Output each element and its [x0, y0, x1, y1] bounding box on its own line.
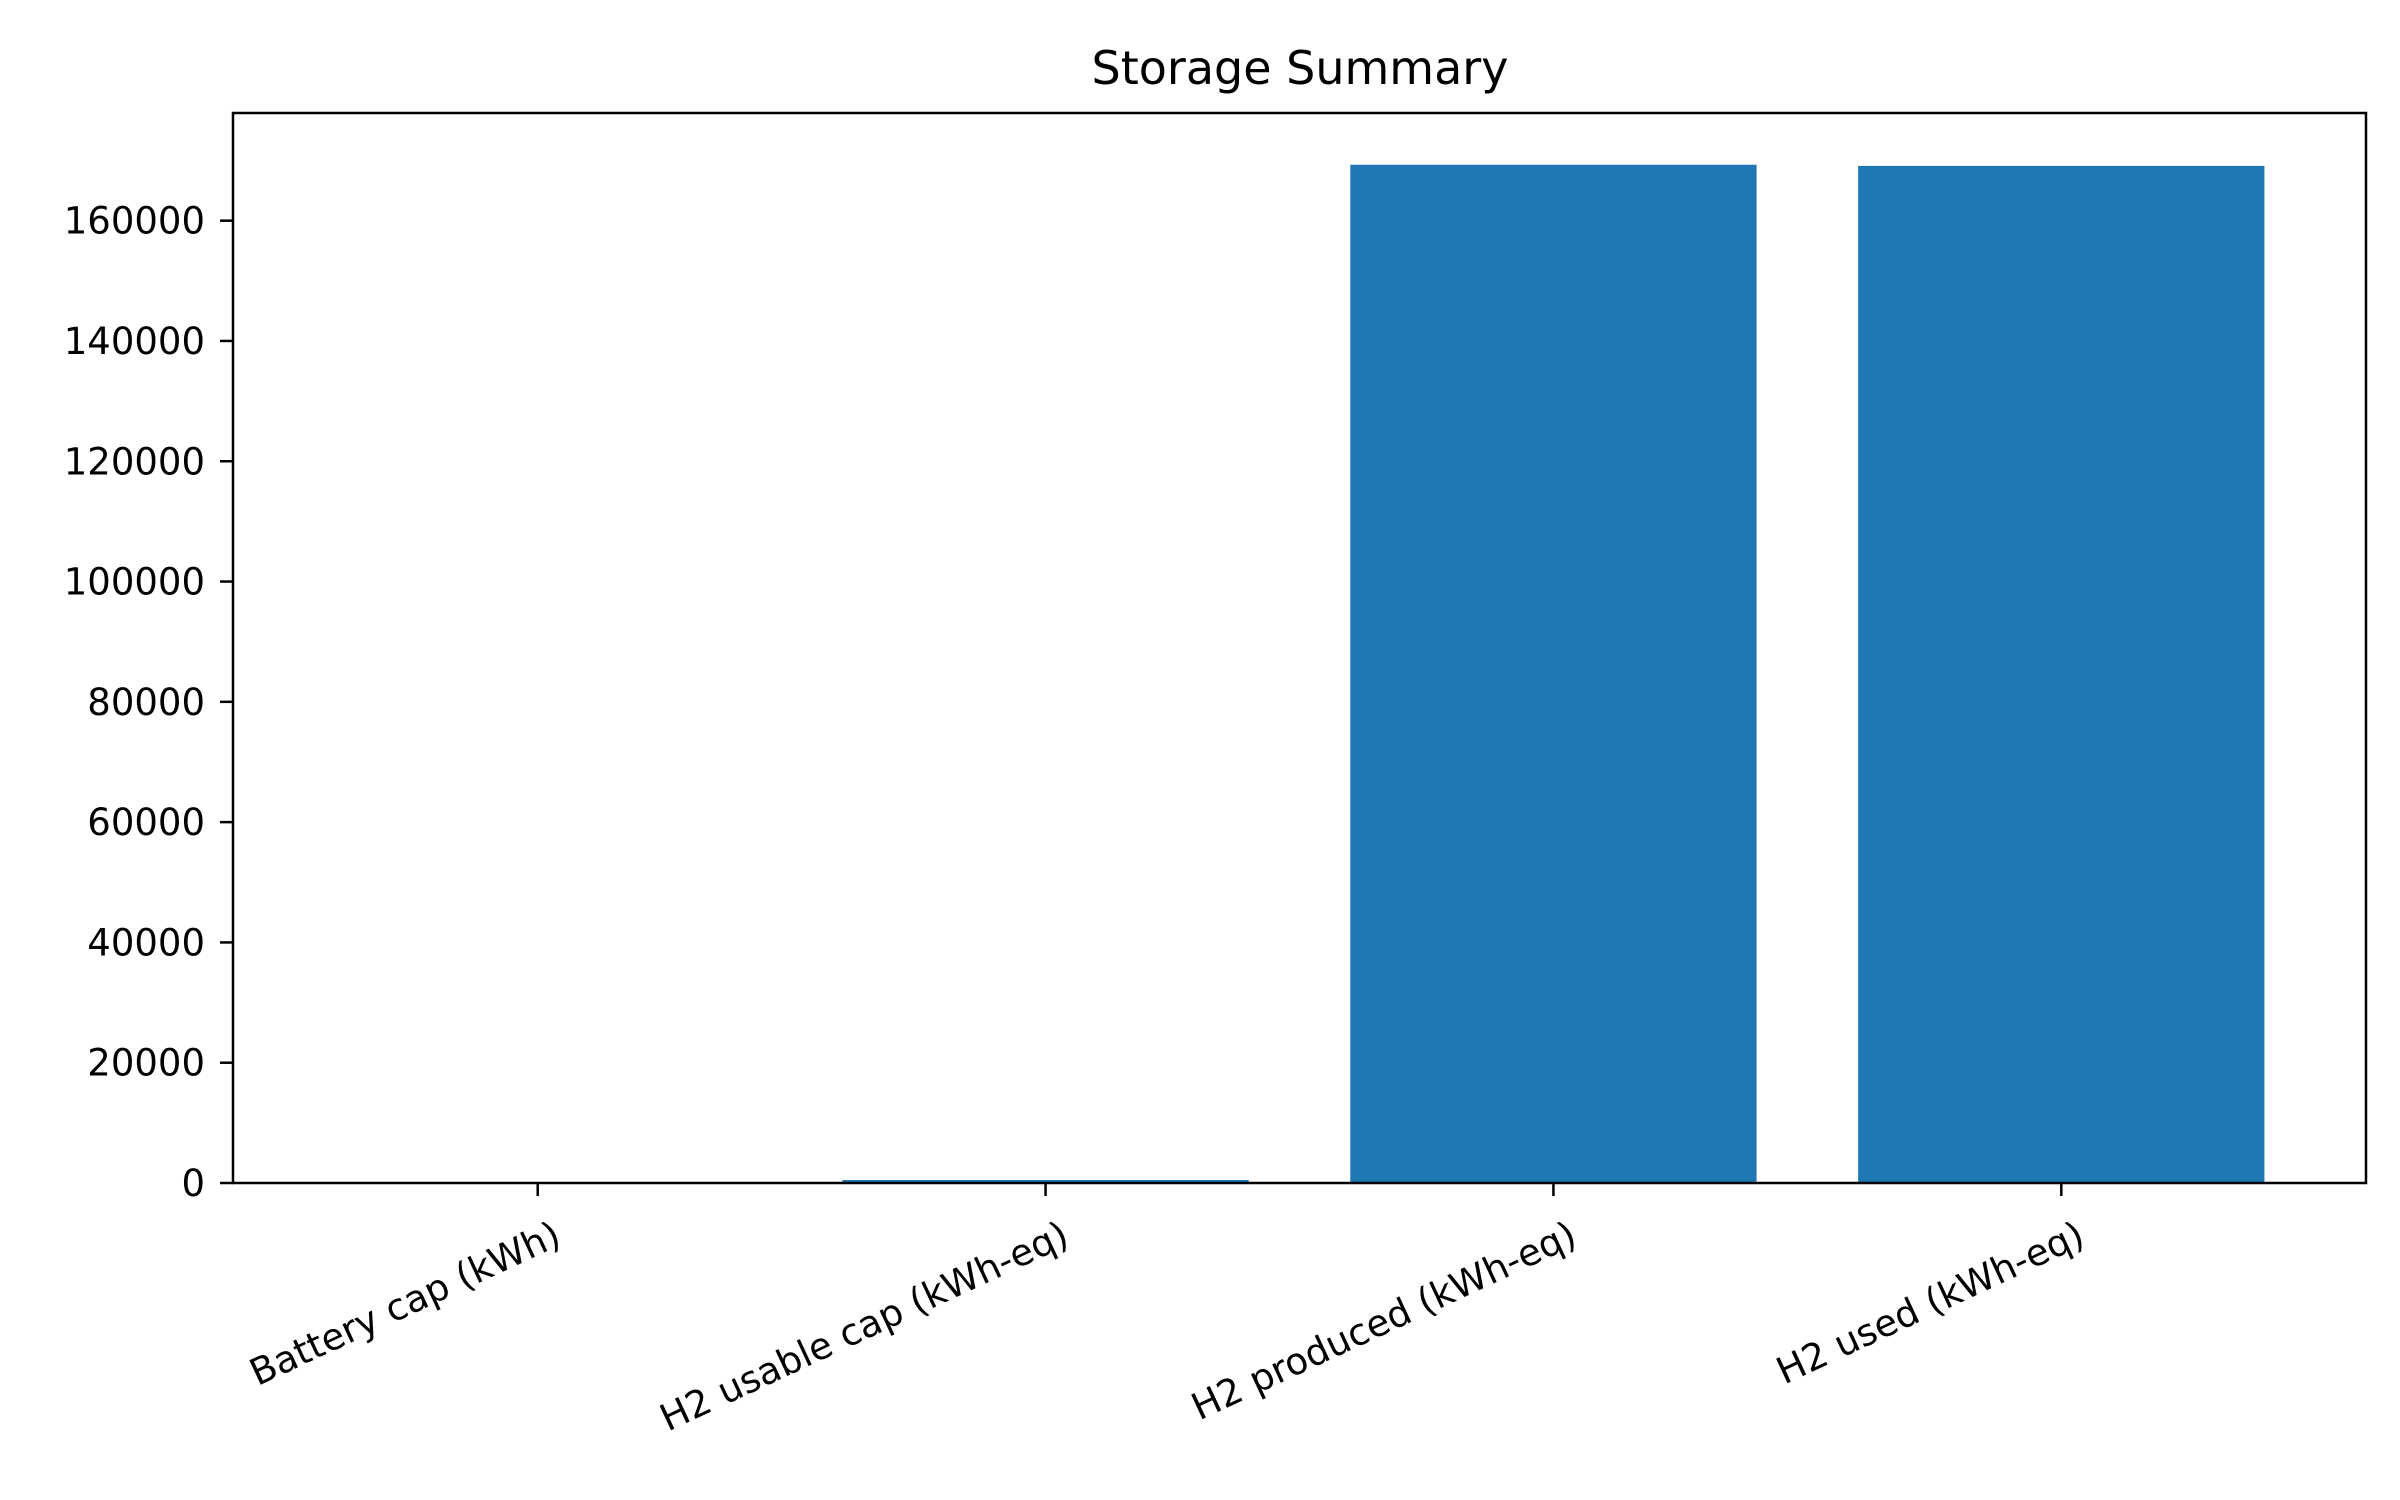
y-tick-label-2: 20000: [87, 1042, 205, 1085]
chart-title: Storage Summary: [1092, 41, 1509, 95]
x-tick-label-4: H2 used (kWh-eq): [1770, 1213, 2091, 1393]
bar-2: [842, 1179, 1249, 1183]
y-tick-label-7: 120000: [64, 440, 205, 483]
bar-3: [1350, 164, 1757, 1184]
x-tick-label-2: H2 usable cap (kWh-eq): [653, 1213, 1074, 1440]
y-axis: 0 20000 40000 60000 80000 100000 120000 140000 1…: [64, 200, 233, 1205]
x-axis: Battery cap (kWh) H2 usable cap (kWh-eq) H…: [243, 1183, 2091, 1440]
y-tick-label-3: 40000: [87, 921, 205, 964]
x-tick-label-1: Battery cap (kWh): [243, 1213, 567, 1395]
y-tick-label-6: 100000: [64, 561, 205, 604]
bars-layer: [842, 164, 2265, 1184]
y-tick-label-4: 60000: [87, 801, 205, 844]
y-tick-label-8: 140000: [64, 320, 205, 363]
bar-4: [1858, 165, 2265, 1183]
plot-frame: [231, 111, 2368, 1185]
y-tick-label-1: 0: [181, 1162, 205, 1205]
x-tick-label-3: H2 produced (kWh-eq): [1185, 1213, 1583, 1429]
y-tick-label-9: 160000: [64, 200, 205, 243]
y-tick-label-5: 80000: [87, 681, 205, 724]
